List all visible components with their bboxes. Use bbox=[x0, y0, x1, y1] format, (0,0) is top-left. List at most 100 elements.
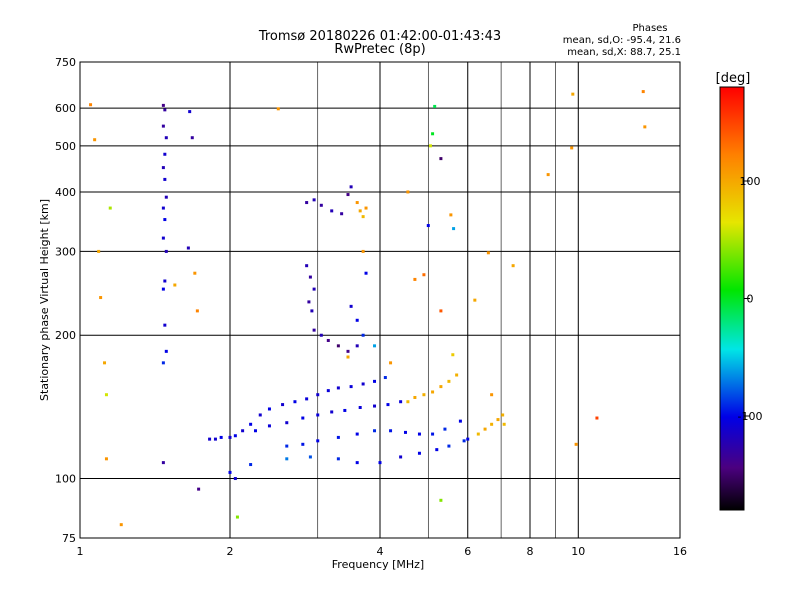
x-axis-ticks: 1 2 4 6 8 10 16 bbox=[77, 545, 688, 558]
echo-point bbox=[164, 349, 168, 353]
echo-point bbox=[97, 249, 101, 253]
echo-point bbox=[267, 407, 271, 411]
echo-point bbox=[595, 416, 599, 420]
echo-point bbox=[346, 355, 350, 359]
echo-point bbox=[285, 457, 289, 461]
echo-point bbox=[103, 361, 107, 365]
echo-point bbox=[349, 185, 353, 189]
echo-point bbox=[316, 439, 320, 443]
x-tick-label: 16 bbox=[673, 545, 687, 558]
echo-point bbox=[161, 103, 165, 107]
echo-point bbox=[433, 104, 437, 108]
echo-point bbox=[195, 309, 199, 313]
echo-point bbox=[163, 323, 167, 327]
echo-point bbox=[439, 498, 443, 502]
echo-point bbox=[163, 108, 167, 112]
echo-point bbox=[476, 432, 480, 436]
echo-point bbox=[431, 390, 435, 394]
echo-point bbox=[426, 224, 430, 228]
echo-point bbox=[386, 403, 390, 407]
echo-point bbox=[361, 333, 365, 337]
x-tick-label: 4 bbox=[377, 545, 384, 558]
y-tick-label: 600 bbox=[55, 102, 76, 115]
echo-point bbox=[443, 427, 447, 431]
echo-point bbox=[164, 195, 168, 199]
echo-point bbox=[89, 103, 93, 107]
y-tick-label: 100 bbox=[55, 473, 76, 486]
echo-point bbox=[346, 349, 350, 353]
echo-point bbox=[355, 344, 359, 348]
echo-point bbox=[431, 432, 435, 436]
echo-point bbox=[163, 177, 167, 181]
echo-point bbox=[399, 455, 403, 459]
colorbar-tick-label: 0 bbox=[747, 293, 754, 306]
echo-point bbox=[308, 275, 312, 279]
echo-point bbox=[305, 264, 309, 268]
echo-point bbox=[228, 470, 232, 474]
echo-point bbox=[188, 110, 192, 114]
stats-heading: Phases bbox=[632, 23, 667, 34]
echo-point bbox=[285, 421, 289, 425]
echo-point bbox=[403, 430, 407, 434]
echo-point bbox=[343, 408, 347, 412]
echo-point bbox=[93, 138, 97, 142]
x-tick-label: 6 bbox=[464, 545, 471, 558]
echo-point bbox=[355, 432, 359, 436]
grid-lines bbox=[80, 62, 680, 538]
colorbar-tick-label: 100 bbox=[740, 175, 761, 188]
y-tick-label: 75 bbox=[62, 532, 76, 545]
echo-point bbox=[249, 422, 253, 426]
echo-point bbox=[473, 298, 477, 302]
echo-point bbox=[163, 218, 167, 222]
echo-point bbox=[435, 448, 439, 452]
echo-point bbox=[305, 201, 309, 205]
echo-point bbox=[326, 338, 330, 342]
echo-point bbox=[163, 152, 167, 156]
echo-point bbox=[364, 206, 368, 210]
echo-point bbox=[486, 251, 490, 255]
y-tick-label: 750 bbox=[55, 56, 76, 69]
echo-point bbox=[439, 309, 443, 313]
echo-point bbox=[316, 393, 320, 397]
echo-point bbox=[439, 385, 443, 389]
echo-point bbox=[164, 136, 168, 140]
echo-point bbox=[233, 434, 237, 438]
echo-point bbox=[496, 418, 500, 422]
echo-point bbox=[193, 271, 197, 275]
echo-point bbox=[267, 424, 271, 428]
echo-point bbox=[643, 125, 647, 129]
echo-point bbox=[336, 435, 340, 439]
echo-point bbox=[336, 386, 340, 390]
echo-point bbox=[447, 444, 451, 448]
colorbar-unit-label: [deg] bbox=[716, 71, 751, 86]
echo-point bbox=[511, 264, 515, 268]
echo-point bbox=[361, 215, 365, 219]
colorbar-tick-label: -100 bbox=[738, 410, 763, 423]
echo-point bbox=[310, 309, 314, 313]
echo-point bbox=[349, 304, 353, 308]
stats-o-line: mean, sd,O: -95.4, 21.6 bbox=[563, 35, 681, 46]
echo-point bbox=[301, 416, 305, 420]
echo-point bbox=[413, 277, 417, 281]
echo-point bbox=[249, 463, 253, 467]
echo-point bbox=[281, 403, 285, 407]
echo-point bbox=[308, 455, 312, 459]
echo-point bbox=[373, 404, 377, 408]
echo-point bbox=[219, 435, 223, 439]
echo-point bbox=[447, 379, 451, 383]
echo-point bbox=[161, 166, 165, 170]
echo-point bbox=[574, 442, 578, 446]
echo-point bbox=[458, 419, 462, 423]
echo-point bbox=[163, 279, 167, 283]
y-tick-label: 200 bbox=[55, 329, 76, 342]
echo-point bbox=[305, 397, 309, 401]
echo-point bbox=[326, 389, 330, 393]
echo-point bbox=[422, 393, 426, 397]
echo-point bbox=[451, 353, 455, 357]
echo-point bbox=[413, 395, 417, 399]
echo-point bbox=[389, 429, 393, 433]
echo-point bbox=[346, 193, 350, 197]
echo-point bbox=[373, 379, 377, 383]
echo-point bbox=[452, 227, 456, 231]
